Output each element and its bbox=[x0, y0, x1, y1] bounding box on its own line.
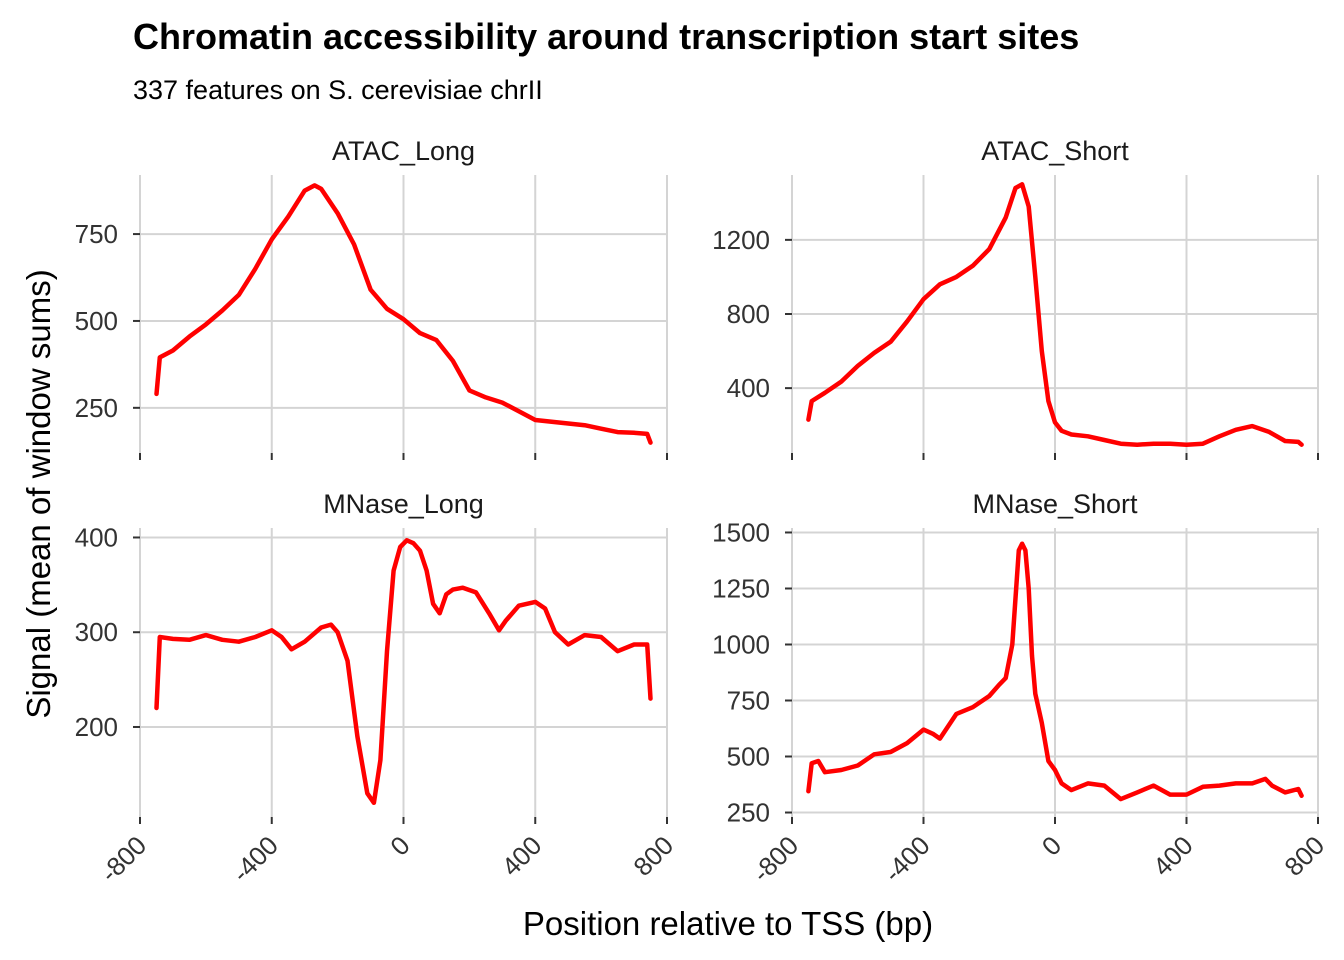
y-tick-label: 1000 bbox=[712, 629, 770, 659]
y-tick-label: 750 bbox=[75, 219, 118, 249]
x-tick-label: 0 bbox=[384, 830, 415, 861]
facet-label: ATAC_Short bbox=[981, 136, 1129, 166]
x-tick-label: 0 bbox=[1036, 830, 1067, 861]
x-tick-label: -800 bbox=[94, 830, 152, 888]
x-tick-label: 800 bbox=[1278, 830, 1330, 882]
series-line bbox=[806, 182, 1304, 447]
y-tick-label: 400 bbox=[727, 373, 770, 403]
facet-label: MNase_Short bbox=[972, 489, 1138, 519]
y-tick-label: 300 bbox=[75, 617, 118, 647]
panel-mnase-short: -800 -400 0 400 800 250 500 750 1000 1250 1500 MNas… bbox=[712, 489, 1330, 888]
facet-label: ATAC_Long bbox=[332, 136, 475, 166]
y-tick-label: 200 bbox=[75, 712, 118, 742]
chart-subtitle: 337 features on S. cerevisiae chrII bbox=[133, 75, 543, 105]
x-tick-label: 400 bbox=[496, 830, 548, 882]
panel-grid: 250 500 750 ATAC_Long 400 800 1200 ATAC_Short -8… bbox=[75, 136, 1331, 888]
panel-mnase-long: -800 -400 0 400 800 200 300 400 MNase_Long bbox=[75, 489, 680, 888]
x-tick-label: -400 bbox=[878, 830, 936, 888]
x-tick-label: -400 bbox=[226, 830, 284, 888]
series-line bbox=[806, 541, 1304, 802]
y-tick-label: 800 bbox=[727, 299, 770, 329]
y-tick-label: 250 bbox=[75, 393, 118, 423]
y-tick-label: 250 bbox=[727, 798, 770, 828]
x-axis-label: Position relative to TSS (bp) bbox=[523, 905, 933, 942]
panel-atac-long: 250 500 750 ATAC_Long bbox=[75, 136, 668, 460]
y-tick-label: 750 bbox=[727, 686, 770, 716]
y-tick-label: 400 bbox=[75, 522, 118, 552]
y-tick-label: 1250 bbox=[712, 573, 770, 603]
x-tick-label: -800 bbox=[746, 830, 804, 888]
x-tick-label: 800 bbox=[627, 830, 679, 882]
panel-atac-short: 400 800 1200 ATAC_Short bbox=[712, 136, 1319, 460]
y-axis-label: Signal (mean of window sums) bbox=[20, 269, 57, 718]
x-tick-label: 400 bbox=[1147, 830, 1199, 882]
chart-title: Chromatin accessibility around transcrip… bbox=[133, 16, 1079, 57]
series-line bbox=[154, 183, 653, 445]
series-line bbox=[154, 538, 653, 806]
facet-label: MNase_Long bbox=[323, 489, 484, 519]
y-tick-label: 1200 bbox=[712, 225, 770, 255]
y-tick-label: 1500 bbox=[712, 517, 770, 547]
y-tick-label: 500 bbox=[727, 742, 770, 772]
y-tick-label: 500 bbox=[75, 306, 118, 336]
